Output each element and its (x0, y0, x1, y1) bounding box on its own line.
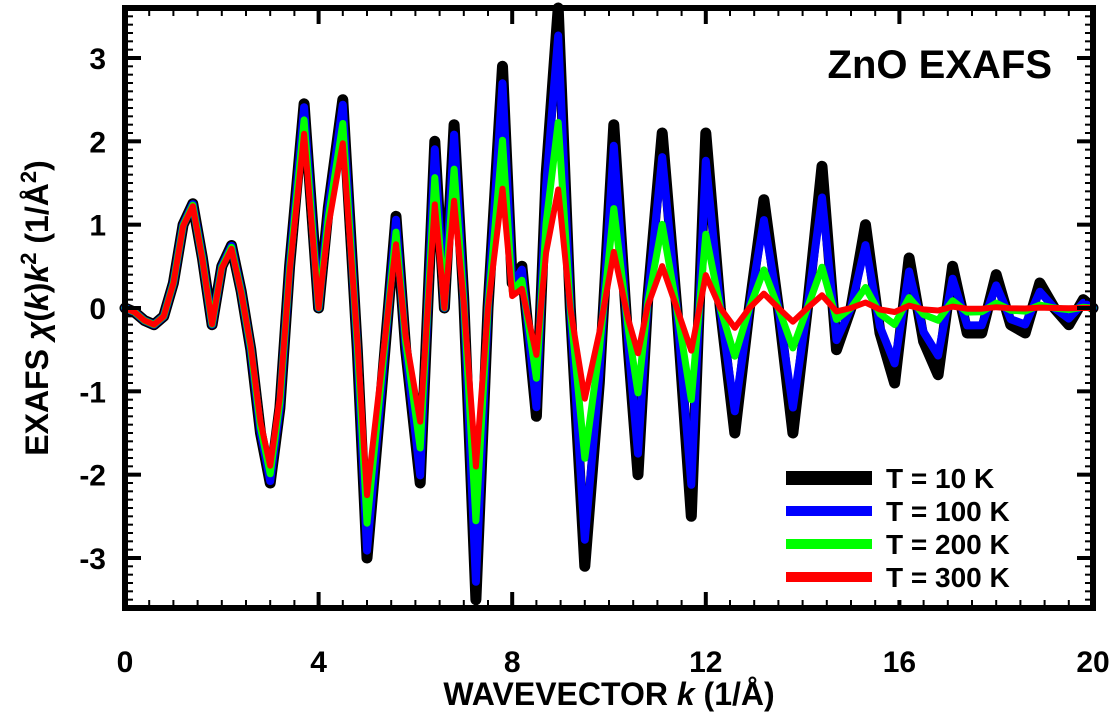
legend-label-2: T = 100 K (886, 496, 1010, 527)
x-tick-label: 20 (1076, 646, 1109, 679)
x-tick-label: 4 (310, 646, 327, 679)
legend: T = 10 KT = 100 KT = 200 KT = 300 K (772, 460, 1072, 600)
y-axis-title-k2: k (19, 263, 55, 283)
y-axis-title-unit-sup: 2 (16, 171, 41, 183)
legend-label-4: T = 300 K (886, 562, 1010, 593)
y-tick-label: -2 (79, 460, 106, 493)
x-axis-title-var: k (677, 676, 697, 712)
y-tick-label: 3 (89, 43, 106, 76)
y-axis-title-sup: 2 (16, 253, 41, 265)
y-axis-title: EXAFS χ(k)k2 (1/Å2) (16, 160, 55, 455)
y-tick-label: 0 (89, 293, 106, 326)
series-line-4 (122, 130, 1096, 499)
x-tick-label: 0 (117, 646, 134, 679)
y-tick-label: -3 (79, 543, 106, 576)
y-tick-label: 1 (89, 210, 106, 243)
legend-label-1: T = 10 K (886, 463, 994, 494)
x-tick-label: 12 (689, 646, 722, 679)
legend-label-3: T = 200 K (886, 529, 1010, 560)
x-axis-title-pre: WAVEVECTOR (443, 676, 677, 712)
chart-title: ZnO EXAFS (828, 43, 1052, 87)
y-axis-title-unit-pre: (1/Å (19, 183, 55, 252)
y-axis-title-chi: χ (19, 320, 55, 343)
y-tick-label: 2 (89, 126, 106, 159)
y-axis-title-unit-post: ) (19, 160, 55, 171)
y-axis-title-close: ) (19, 283, 55, 294)
x-tick-label: 8 (504, 646, 521, 679)
y-axis-title-pre: EXAFS (19, 340, 55, 456)
x-axis-title-post: (1/Å) (695, 676, 775, 712)
series-layer (119, 2, 1099, 606)
x-axis-title: WAVEVECTOR k (1/Å) (443, 676, 774, 712)
x-tick-label: 16 (883, 646, 916, 679)
y-axis-title-open: ( (19, 311, 55, 322)
y-tick-label: -1 (79, 376, 106, 409)
y-axis-title-k1: k (19, 291, 55, 311)
